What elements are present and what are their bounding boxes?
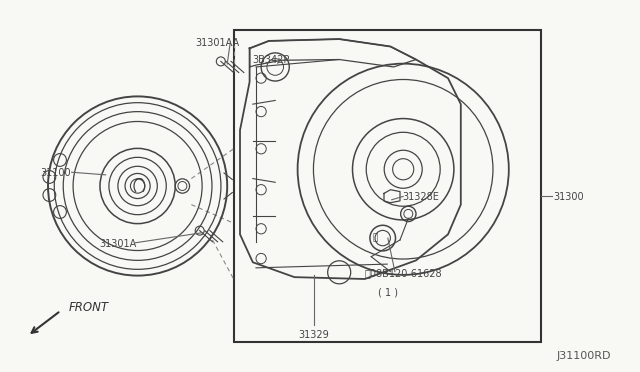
Text: 31328E: 31328E [402, 192, 439, 202]
Text: 31300: 31300 [554, 192, 584, 202]
Text: Ⓑ: Ⓑ [372, 233, 378, 242]
Text: 31301AA: 31301AA [195, 38, 239, 48]
Text: 31100: 31100 [40, 168, 71, 178]
Bar [234, 30, 541, 342]
Text: FRONT: FRONT [68, 301, 109, 314]
Text: 31301A: 31301A [99, 239, 136, 248]
Text: J31100RD: J31100RD [557, 352, 611, 361]
Text: 3B342P: 3B342P [253, 55, 290, 64]
Text: 31329: 31329 [298, 330, 329, 340]
Text: ( 1 ): ( 1 ) [378, 287, 397, 297]
Text: ⒳08B120-61628: ⒳08B120-61628 [365, 269, 442, 278]
